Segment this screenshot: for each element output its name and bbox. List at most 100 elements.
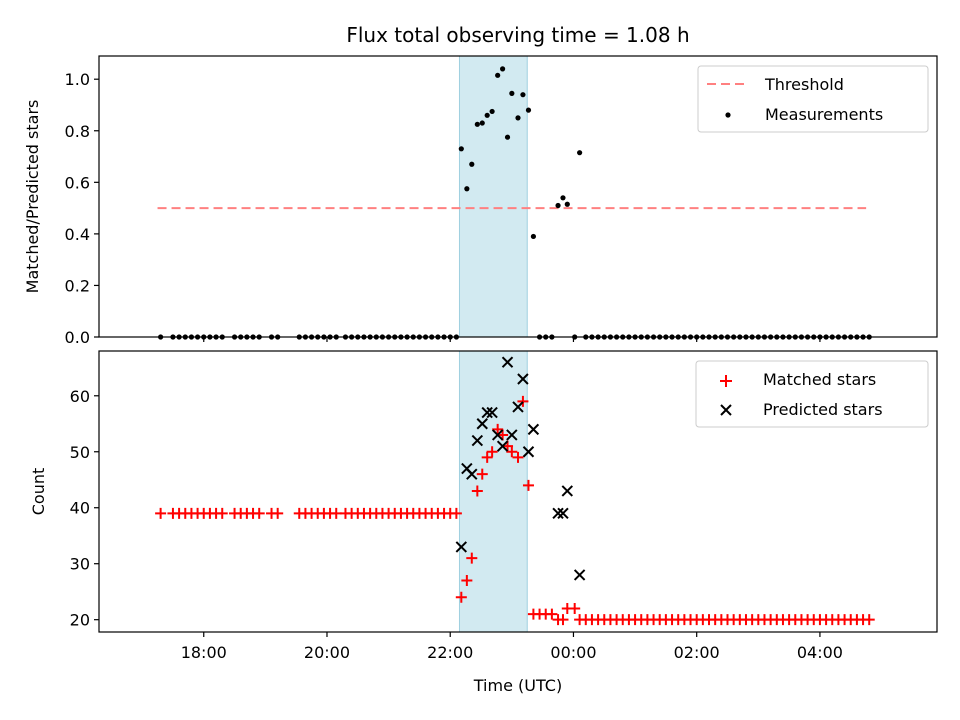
x-tick-label: 00:00: [550, 643, 596, 662]
legend-measurements-swatch: [725, 112, 731, 118]
matched-star-marker: [522, 479, 534, 491]
measurement-point: [469, 161, 475, 167]
y-tick-label: 0.2: [65, 276, 90, 295]
measurement-point: [489, 108, 495, 115]
matched-star-marker: [471, 485, 483, 497]
predicted-star-marker: [527, 423, 540, 436]
matched-star-marker: [546, 608, 558, 620]
matched-star-marker: [476, 468, 488, 480]
top-y-axis-label: Matched/Predicted stars: [23, 100, 42, 294]
bottom-y-axis: 20 30 40 50 60: [70, 387, 99, 630]
y-tick-label: 0.6: [65, 173, 90, 192]
matched-star-marker: [481, 451, 493, 463]
y-tick-label: 30: [70, 555, 90, 574]
predicted-star-marker: [522, 446, 535, 458]
matched-star-marker: [492, 423, 504, 435]
legend-matched-label: Matched stars: [763, 370, 876, 389]
matched-star-marker: [253, 507, 265, 519]
predicted-star-marker: [552, 507, 564, 520]
bottom-panel: 20 30 40 50 60 18:00 20:00 22:00 00:00 02:00 04:0…: [29, 350, 938, 695]
measurement-point: [499, 66, 506, 72]
predicted-star-marker: [486, 406, 498, 419]
measurement-point: [474, 121, 480, 127]
predicted-stars-points: [455, 356, 586, 581]
bottom-y-axis-label: Count: [29, 468, 48, 516]
predicted-star-marker: [466, 468, 478, 480]
y-tick-label: 0.4: [65, 225, 90, 244]
legend-threshold-label: Threshold: [764, 75, 844, 94]
matched-star-marker: [455, 591, 467, 603]
matched-star-marker: [569, 602, 581, 614]
matched-star-marker: [517, 395, 529, 407]
predicted-star-marker: [506, 429, 518, 441]
top-panel-frame: [98, 55, 938, 338]
measurement-point: [458, 146, 464, 152]
measurement-point: [464, 186, 470, 192]
bottom-x-axis: 18:00 20:00 22:00 00:00 02:00 04:00: [181, 632, 843, 662]
x-tick-label: 04:00: [797, 643, 843, 662]
y-tick-label: 0.0: [65, 328, 90, 347]
predicted-star-marker: [476, 418, 488, 430]
y-tick-label: 40: [70, 499, 90, 518]
matched-star-marker: [155, 507, 167, 519]
measurement-point: [509, 90, 515, 96]
predicted-star-marker: [561, 485, 574, 497]
measurement-point: [564, 201, 570, 207]
matched-star-marker: [330, 507, 342, 519]
matched-star-marker: [466, 552, 478, 564]
x-axis-label: Time (UTC): [473, 676, 562, 695]
predicted-star-marker: [471, 434, 484, 447]
bottom-legend-box: [695, 360, 929, 428]
predicted-star-marker: [573, 569, 586, 581]
predicted-star-marker: [501, 356, 514, 368]
measurement-point: [484, 112, 490, 118]
x-tick-label: 18:00: [181, 643, 227, 662]
matched-star-marker: [506, 446, 518, 458]
top-x-axis-ticks: [203, 337, 821, 342]
chart-title: Flux total observing time = 1.08 h: [346, 23, 689, 47]
top-legend-box: [697, 65, 929, 133]
top-y-axis: 0.0 0.2 0.4 0.6 0.8 1.0: [65, 70, 99, 347]
matched-star-marker: [272, 507, 284, 519]
measurement-point: [479, 120, 485, 126]
top-legend: Threshold Measurements: [697, 65, 929, 133]
matched-star-marker: [863, 614, 875, 626]
predicted-star-marker: [455, 541, 468, 553]
top-panel: 0.0 0.2 0.4 0.6 0.8 1.0 Flux total observing …: [23, 23, 938, 347]
observing-window-span: [458, 350, 528, 633]
measurement-point: [515, 115, 521, 121]
matched-star-marker: [461, 575, 473, 587]
y-tick-label: 1.0: [65, 70, 90, 89]
predicted-star-marker: [481, 406, 493, 419]
x-tick-label: 02:00: [674, 643, 720, 662]
measurement-point: [525, 107, 532, 113]
measurement-point: [560, 195, 566, 201]
measurement-point: [495, 72, 501, 78]
predicted-star-marker: [517, 373, 529, 385]
matched-star-marker: [486, 446, 498, 458]
y-tick-label: 20: [70, 611, 90, 630]
predicted-star-marker: [496, 440, 509, 452]
observing-window-span: [458, 55, 528, 338]
measurement-point: [520, 92, 526, 98]
y-tick-label: 50: [70, 443, 90, 462]
measurement-point: [530, 233, 537, 240]
legend-predicted-swatch: [720, 404, 732, 416]
measurement-point: [577, 150, 583, 156]
bottom-legend: Matched stars Predicted stars: [695, 360, 929, 428]
bottom-panel-frame: [98, 350, 938, 633]
x-tick-label: 20:00: [304, 643, 350, 662]
y-tick-label: 0.8: [65, 122, 90, 141]
matched-star-marker: [512, 451, 524, 463]
matched-star-marker: [216, 507, 228, 519]
x-tick-label: 22:00: [427, 643, 473, 662]
legend-predicted-label: Predicted stars: [763, 400, 883, 419]
y-tick-label: 60: [70, 387, 90, 406]
predicted-star-marker: [491, 429, 504, 441]
predicted-star-marker: [512, 401, 524, 413]
legend-measurements-label: Measurements: [765, 105, 883, 124]
predicted-star-marker: [557, 507, 569, 520]
legend-matched-swatch: [720, 375, 732, 387]
matched-star-marker: [557, 614, 569, 626]
